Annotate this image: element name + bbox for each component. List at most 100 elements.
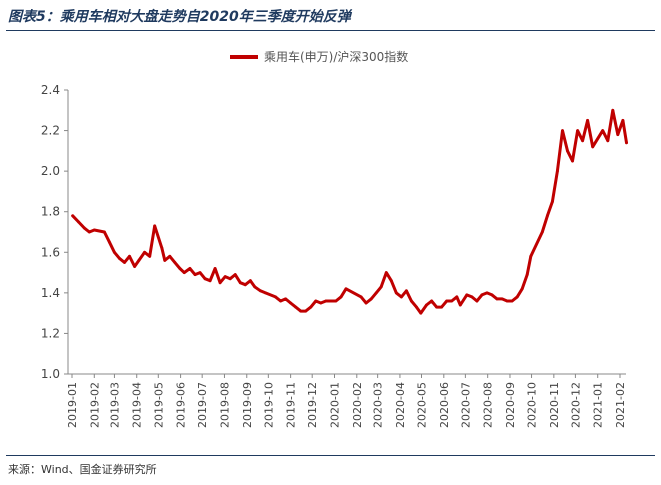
data-point	[435, 305, 438, 309]
data-point	[490, 293, 494, 297]
data-point	[601, 129, 605, 133]
data-point	[314, 299, 318, 303]
data-point	[118, 257, 121, 260]
data-point	[123, 261, 126, 264]
data-point	[304, 309, 308, 313]
data-points	[71, 108, 628, 315]
x-tick-label: 2020-04	[394, 382, 407, 428]
data-point	[394, 291, 398, 295]
data-point	[606, 139, 610, 143]
x-tick-label: 2020-06	[438, 382, 451, 428]
x-tick-label: 2020-12	[569, 382, 582, 428]
data-point	[279, 299, 282, 303]
data-point	[294, 305, 298, 309]
source-rule	[6, 455, 655, 456]
figure-title: 图表5：乘用车相对大盘走势自2020年三季度开始反弹	[8, 9, 351, 25]
data-point	[319, 301, 323, 305]
data-point	[445, 299, 449, 303]
y-tick-label: 1.4	[41, 286, 60, 300]
data-point	[213, 267, 217, 270]
data-point	[113, 250, 116, 254]
data-point	[143, 250, 147, 254]
data-point	[611, 108, 615, 112]
y-tick-label: 2.4	[41, 83, 60, 97]
data-point	[556, 169, 559, 173]
data-point	[188, 267, 192, 270]
data-point	[415, 305, 418, 309]
data-point	[223, 275, 227, 278]
x-tick-label: 2019-09	[241, 382, 254, 428]
data-point	[540, 230, 544, 234]
y-ticks: 1.0 1.2 1.4 1.6 1.8 2.0 2.2 2.4	[41, 83, 68, 381]
data-point	[621, 119, 625, 122]
data-point	[264, 291, 267, 295]
data-point	[586, 119, 589, 122]
x-tick-label: 2020-05	[416, 382, 429, 428]
x-tick-label: 2019-05	[152, 382, 165, 428]
y-tick-label: 1.6	[41, 245, 60, 259]
data-point	[160, 246, 164, 250]
data-point	[168, 254, 172, 258]
data-point	[505, 299, 509, 303]
data-point	[289, 301, 292, 305]
data-point	[182, 271, 186, 274]
data-point	[495, 297, 499, 301]
data-point	[450, 299, 454, 303]
data-point	[87, 230, 91, 234]
y-tick-label: 2.2	[41, 124, 60, 138]
data-point	[128, 254, 131, 258]
data-point	[425, 303, 428, 307]
data-point	[515, 295, 519, 299]
data-point	[374, 291, 378, 295]
data-point	[405, 289, 408, 293]
data-point	[561, 129, 564, 133]
data-point	[430, 299, 433, 303]
x-tick-label: 2019-03	[108, 382, 121, 428]
data-point	[108, 240, 111, 244]
x-tick-label: 2020-02	[351, 382, 364, 428]
source-note: 来源：Wind、国金证券研究所	[8, 463, 157, 476]
x-tick-label: 2020-01	[328, 382, 341, 428]
data-point	[193, 273, 197, 276]
data-point	[379, 285, 383, 289]
data-point	[148, 254, 152, 258]
x-tick-label: 2019-01	[66, 382, 79, 428]
x-tick-label: 2019-04	[131, 382, 144, 428]
data-point	[253, 285, 257, 289]
title-rule	[6, 30, 655, 31]
y-tick-label: 1.2	[41, 326, 60, 340]
y-tick-label: 1.8	[41, 205, 60, 219]
x-tick-label: 2020-07	[459, 382, 472, 428]
data-point	[551, 200, 554, 204]
data-point	[77, 220, 80, 224]
x-tick-label: 2020-03	[372, 382, 385, 428]
data-point	[440, 305, 443, 309]
data-point	[571, 159, 574, 163]
data-point	[419, 311, 423, 315]
data-point	[153, 224, 157, 228]
x-tick-label: 2020-10	[526, 382, 539, 428]
data-point	[233, 273, 237, 276]
data-point	[470, 295, 474, 299]
data-point	[525, 273, 529, 276]
x-tick-label: 2019-08	[218, 382, 231, 428]
legend-label: 乘用车(申万)/沪深300指数	[264, 49, 408, 64]
data-point	[92, 228, 96, 232]
data-point	[510, 299, 514, 303]
data-point	[581, 139, 584, 143]
data-point	[364, 301, 368, 305]
data-point	[546, 214, 549, 218]
data-point	[480, 293, 484, 297]
data-point	[458, 303, 462, 307]
data-point	[103, 230, 106, 234]
data-point	[576, 129, 579, 133]
data-point	[566, 149, 569, 153]
data-point	[203, 277, 207, 281]
x-tick-label: 2020-08	[482, 382, 495, 428]
data-point	[163, 259, 167, 262]
data-point	[309, 305, 313, 309]
data-point	[133, 265, 137, 268]
x-tick-label: 2020-09	[504, 382, 517, 428]
data-point	[82, 226, 86, 230]
data-point	[625, 141, 628, 145]
